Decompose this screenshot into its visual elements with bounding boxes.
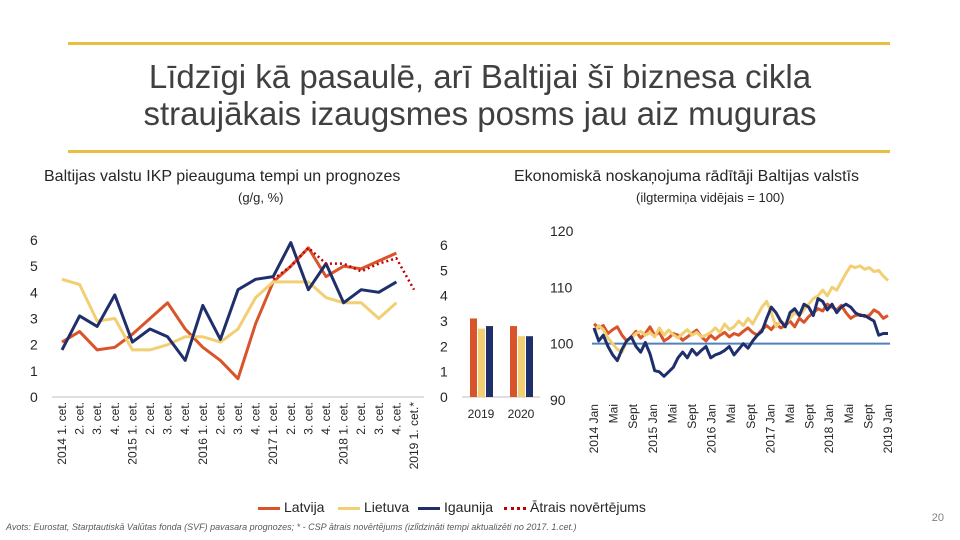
gdp-series-line-lietuva (61, 277, 398, 352)
gdp-x-tick-label: 2017 1. cet. (266, 402, 280, 465)
gdp-chart-unit-note: (g/g, %) (238, 190, 284, 205)
page-title-line-2: straujākais izaugsmes posms jau aiz mugu… (143, 95, 817, 132)
gdp-y-tick-label: 3 (30, 311, 38, 327)
sentiment-x-tick-label: 2015 Jan (646, 404, 660, 453)
sentiment-x-tick-label: Mai (607, 404, 621, 423)
sentiment-x-tick-label: Sept (685, 403, 699, 428)
title-top-rule (68, 42, 890, 45)
gdp-x-tick-label: 2016 1. cet. (196, 402, 210, 465)
gdp-x-tick-label: 3. cet. (90, 402, 104, 435)
page-title-line-1: Līdzīgi kā pasaulē, arī Baltijai šī bizn… (148, 58, 812, 95)
gdp-x-tick-label: 3. cet. (372, 402, 386, 435)
sentiment-x-tick-label: Sept (626, 403, 640, 428)
bar-2020-lietuva (518, 336, 525, 397)
gdp-x-tick-label: 2019 1. cet.* (407, 402, 421, 470)
gdp-x-tick-label: 4. cet. (249, 402, 263, 435)
gdp-x-tick-label: 3. cet. (301, 402, 315, 435)
title-bottom-rule (68, 150, 890, 153)
gdp-y-tick-label: 1 (30, 363, 38, 379)
gdp-series-line-atrais-novertejums (272, 246, 416, 291)
gdp-x-tick-label: 2. cet. (284, 402, 298, 435)
gdp-x-tick-label: 4. cet. (108, 402, 122, 435)
gdp-y-tick-label: 5 (30, 258, 38, 274)
sentiment-y-tick-label: 100 (550, 336, 574, 352)
bar-y-tick-label: 4 (440, 288, 448, 304)
legend-swatch-igaunija (418, 507, 440, 510)
sentiment-x-tick-label: Sept (803, 403, 817, 428)
gdp-x-tick-label: 2018 1. cet. (337, 402, 351, 465)
gdp-x-tick-label: 2015 1. cet. (125, 402, 139, 465)
sentiment-x-tick-label: Mai (665, 404, 679, 423)
sentiment-y-tick-label: 90 (550, 392, 566, 408)
bar-2019-igaunija (486, 326, 493, 397)
sentiment-y-tick-label: 110 (550, 279, 573, 295)
gdp-x-tick-label: 2. cet. (73, 402, 87, 435)
sentiment-x-tick-label: Sept (861, 403, 875, 428)
sentiment-x-tick-label: Mai (724, 404, 738, 423)
legend-swatch-latvija (258, 507, 280, 510)
gdp-chart-heading: Baltijas valstu IKP pieauguma tempi un p… (44, 168, 401, 185)
sentiment-x-tick-label: 2017 Jan (763, 404, 777, 453)
sentiment-x-tick-label: Sept (744, 403, 758, 428)
bar-y-tick-label: 5 (440, 262, 448, 278)
gdp-x-tick-label: 3. cet. (231, 402, 245, 435)
gdp-x-tick-label: 2. cet. (354, 402, 368, 435)
sentiment-series-line-lietuva (592, 264, 890, 354)
bar-2019-latvija (470, 318, 477, 397)
gdp-series-line-latvija (61, 246, 398, 381)
legend-label-lietuva: Lietuva (364, 499, 410, 515)
bar-y-tick-label: 3 (440, 313, 448, 329)
gdp-x-tick-label: 3. cet. (161, 402, 175, 435)
source-note: Avots: Eurostat, Starptautiskā Valūtas f… (6, 522, 577, 532)
sentiment-x-tick-label: 2014 Jan (587, 404, 601, 453)
bar-y-tick-label: 6 (440, 237, 448, 253)
gdp-x-tick-label: 4. cet. (389, 402, 403, 435)
gdp-y-tick-label: 4 (30, 284, 38, 300)
sentiment-series-line-igaunija (592, 297, 888, 378)
bar-2019-lietuva (478, 328, 485, 397)
gdp-series-line-igaunija (60, 241, 398, 362)
bar-y-tick-label: 1 (440, 364, 448, 380)
bar-2020-igaunija (526, 336, 533, 397)
bar-x-tick-label: 2020 (508, 407, 535, 421)
gdp-x-tick-label: 2. cet. (213, 402, 227, 435)
gdp-y-tick-label: 6 (30, 232, 38, 248)
sentiment-x-tick-label: Mai (842, 404, 856, 423)
sentiment-y-tick-label: 120 (550, 223, 574, 239)
gdp-x-tick-label: 4. cet. (178, 402, 192, 435)
bar-y-tick-label: 0 (440, 389, 448, 405)
gdp-x-tick-label: 4. cet. (319, 402, 333, 435)
bar-x-tick-label: 2019 (468, 407, 495, 421)
page-number: 20 (931, 512, 944, 524)
sentiment-x-tick-label: Mai (783, 404, 797, 423)
gdp-forecast-bar-chart: 0 1 2 3 4 5 6 2019 2020 (440, 237, 540, 421)
sentiment-chart-heading: Ekonomiskā noskaņojuma rādītāji Baltijas… (514, 168, 860, 185)
gdp-y-tick-label: 0 (30, 389, 38, 405)
bar-y-tick-label: 2 (440, 338, 448, 354)
sentiment-chart-unit-note: (ilgtermiņa vidējais = 100) (636, 190, 785, 205)
gdp-x-tick-label: 2. cet. (143, 402, 157, 435)
sentiment-x-tick-label: 2016 Jan (705, 404, 719, 453)
legend-label-flash-estimate: Ātrais novērtējums (530, 499, 646, 515)
sentiment-x-tick-label: 2019 Jan (881, 404, 895, 453)
sentiment-x-tick-label: 2018 Jan (822, 404, 836, 453)
legend-swatch-flash-estimate (504, 507, 526, 510)
bar-2020-latvija (510, 326, 517, 397)
sentiment-line-chart: 90 100 110 120 2014 Jan Mai Sept 2015 Jan Mai Sep… (550, 223, 895, 453)
page-title: Līdzīgi kā pasaulē, arī Baltijai šī bizn… (60, 58, 900, 132)
legend-label-igaunija: Igaunija (444, 499, 494, 515)
legend-swatch-lietuva (338, 507, 360, 510)
gdp-x-tick-label: 2014 1. cet. (55, 402, 69, 465)
legend-label-latvija: Latvija (284, 499, 325, 515)
gdp-y-tick-label: 2 (30, 337, 38, 353)
